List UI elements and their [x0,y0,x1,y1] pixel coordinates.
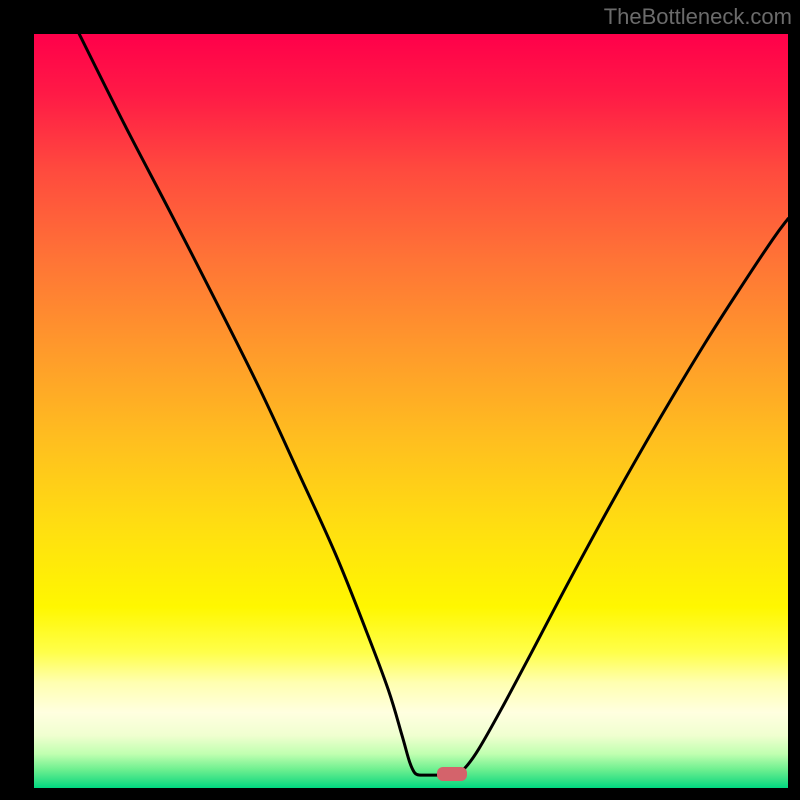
watermark-text: TheBottleneck.com [604,4,792,30]
chart-frame: TheBottleneck.com [0,0,800,800]
bottleneck-curve [34,34,788,788]
bottleneck-marker [437,767,467,781]
plot-area [34,34,788,788]
